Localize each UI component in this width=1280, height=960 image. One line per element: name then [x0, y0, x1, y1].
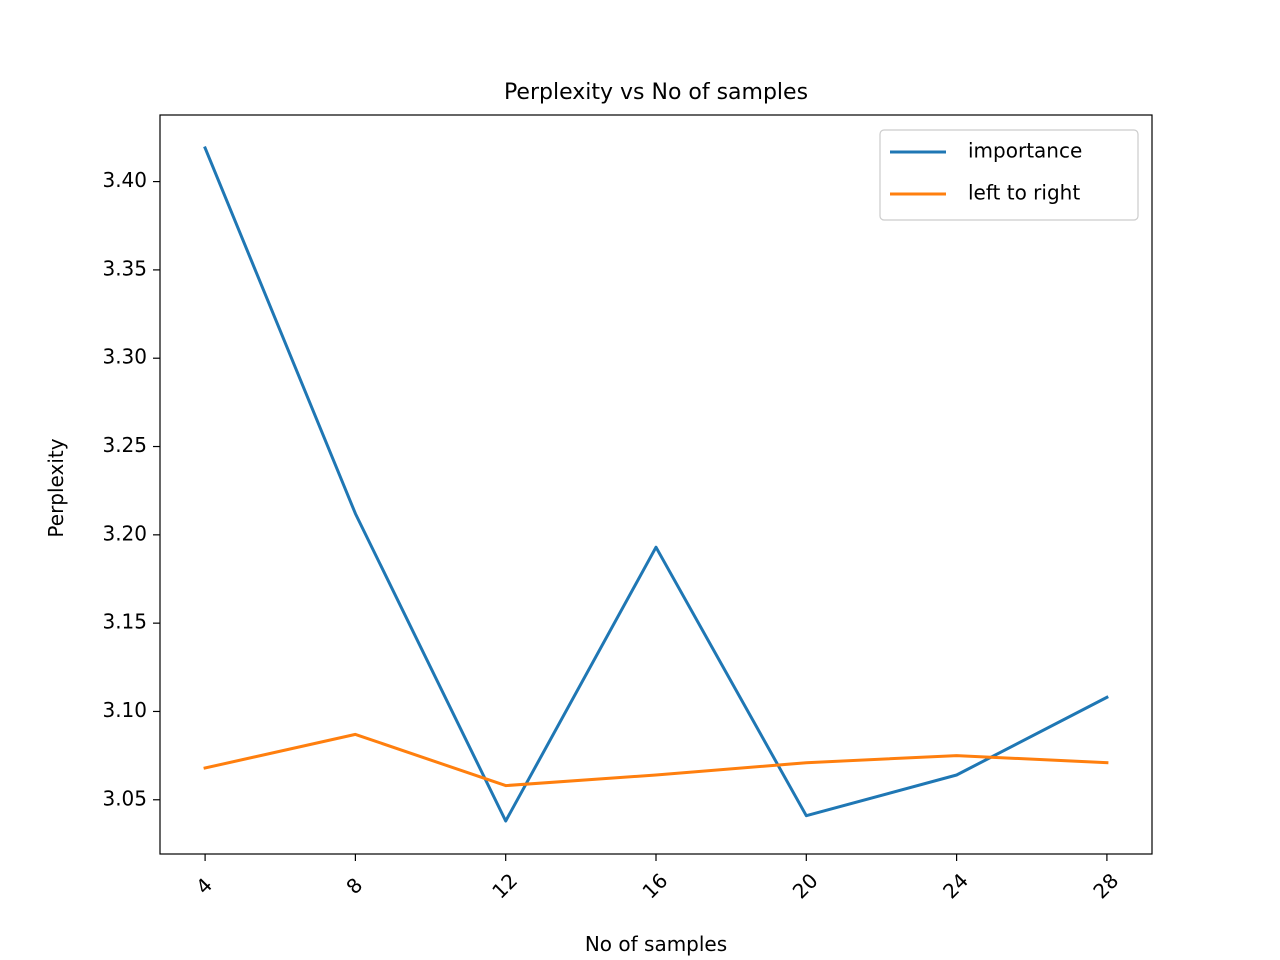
legend-label-left-to-right: left to right	[968, 181, 1080, 205]
series-line-left-to-right	[203, 732, 1109, 788]
legend-label-importance: importance	[968, 139, 1082, 163]
y-tick-label: 3.35	[102, 256, 147, 280]
y-tick-label: 3.05	[102, 786, 147, 810]
series-layer	[203, 146, 1109, 823]
x-tick-label: 4	[191, 873, 217, 899]
x-tick-label: 12	[487, 868, 522, 903]
x-tick-label: 28	[1088, 868, 1123, 903]
x-tick-label: 8	[341, 873, 367, 899]
series-line-importance	[203, 146, 1109, 823]
chart-title: Perplexity vs No of samples	[504, 80, 808, 105]
y-axis: 3.05 3.10 3.15 3.20 3.25 3.30 3.35 3.40	[102, 168, 160, 810]
plot-area-frame	[159, 114, 1153, 855]
y-tick-label: 3.25	[102, 433, 147, 457]
legend: importance left to right	[879, 129, 1139, 221]
x-axis: 4 8 12 16 20 24 28	[191, 854, 1123, 903]
y-tick-label: 3.40	[102, 168, 147, 192]
y-tick-label: 3.20	[102, 521, 147, 545]
y-tick-label: 3.30	[102, 345, 147, 369]
x-tick-label: 16	[637, 868, 672, 903]
x-tick-label: 24	[938, 868, 973, 903]
x-axis-label: No of samples	[585, 932, 727, 956]
y-axis-label: Perplexity	[44, 438, 68, 537]
y-tick-label: 3.15	[102, 610, 147, 634]
x-tick-label: 20	[788, 868, 823, 903]
y-tick-label: 3.10	[102, 698, 147, 722]
